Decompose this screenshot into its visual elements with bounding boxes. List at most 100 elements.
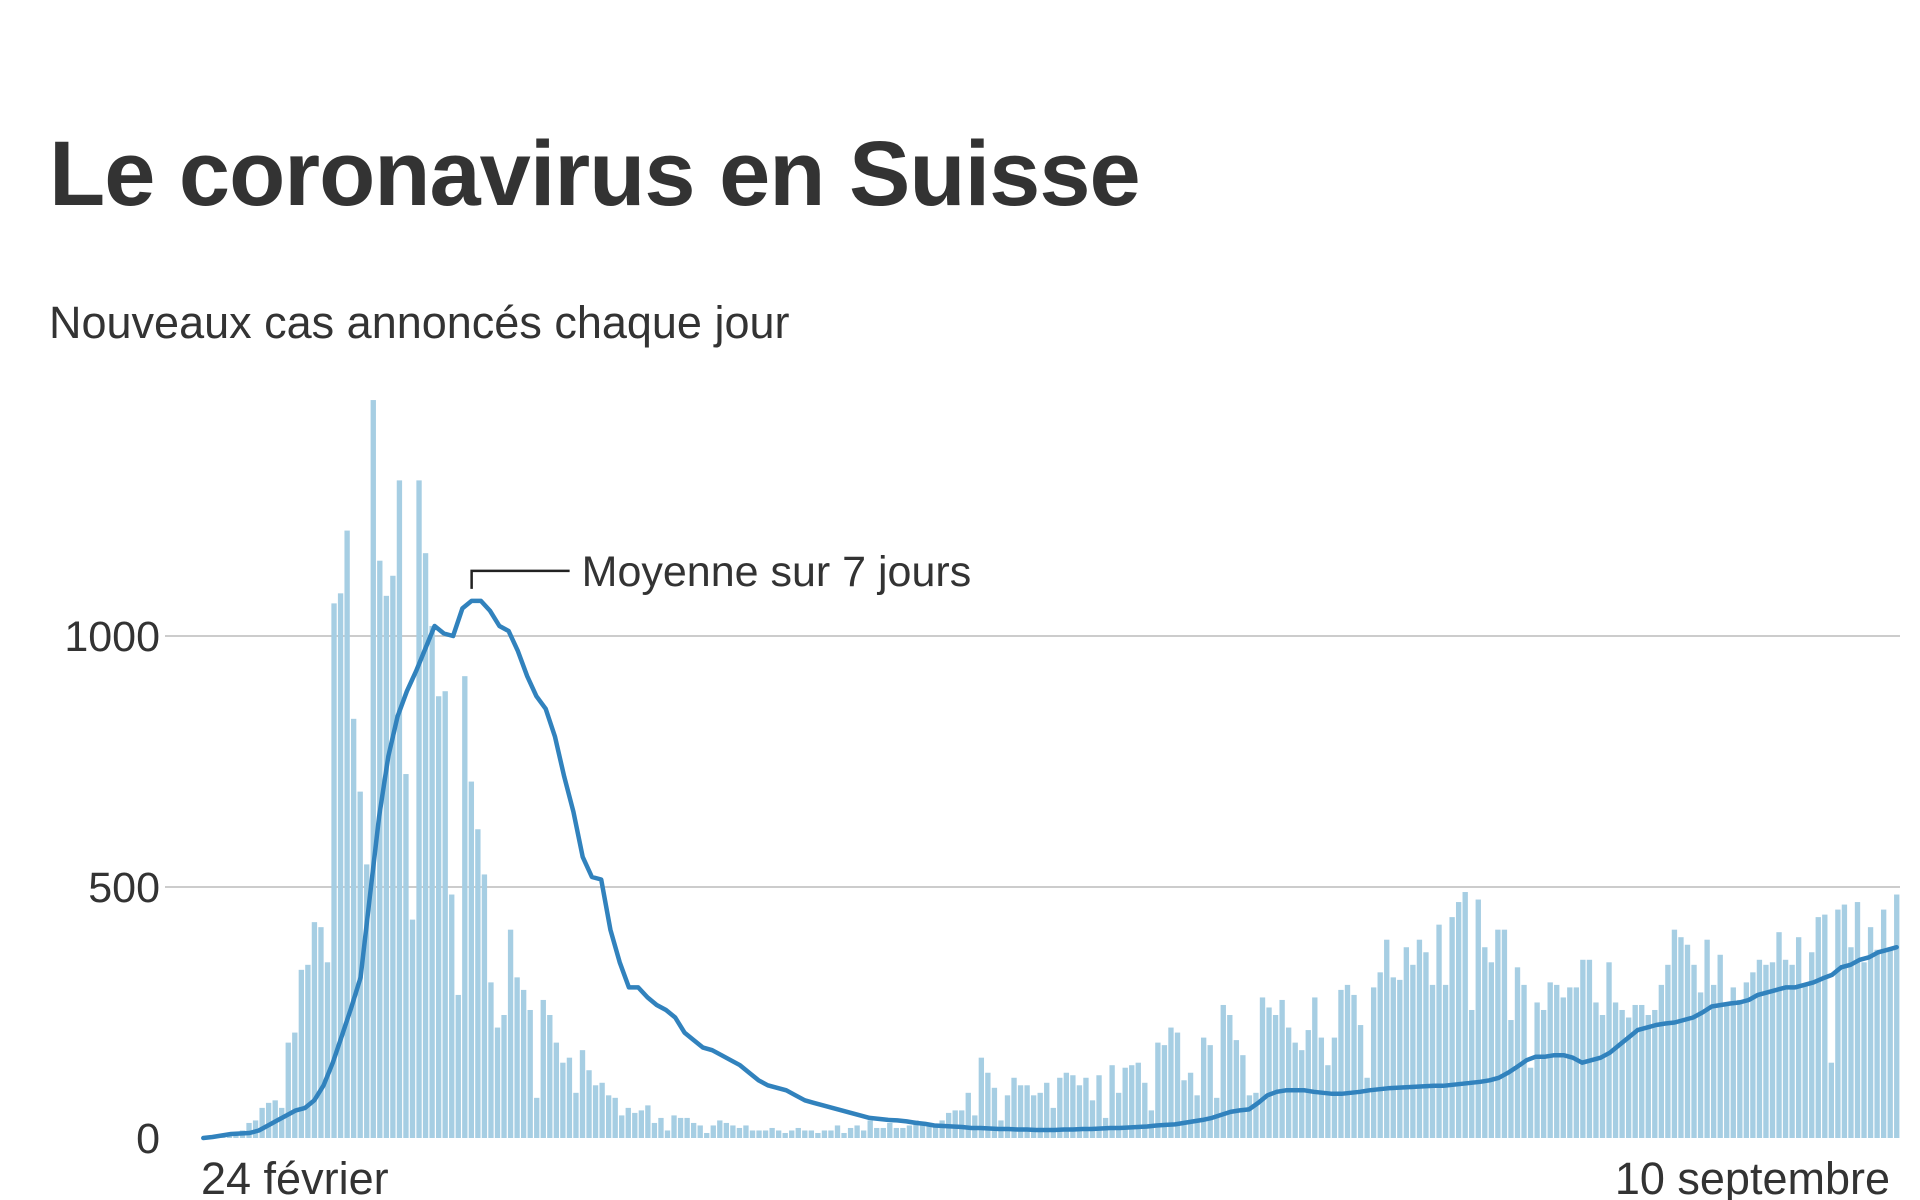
bar [736,1127,743,1138]
chart-title: Le coronavirus en Suisse [49,123,1141,225]
bar [364,864,370,1138]
bar [468,781,475,1138]
bar [841,1132,847,1138]
bar [645,1105,651,1138]
bar [1887,947,1893,1138]
bar [847,1127,854,1138]
bar [1285,1027,1292,1138]
bar [900,1127,906,1138]
bar [1305,1030,1311,1138]
bar [337,593,344,1138]
bar [1894,894,1900,1138]
bar [1554,984,1560,1138]
annotation-leader-line [470,569,570,589]
bar [1625,1017,1632,1138]
bar [1514,967,1521,1138]
bar [396,480,403,1138]
bar [860,1130,867,1138]
bar [821,1130,828,1138]
bar [619,1115,625,1138]
bar [409,919,416,1138]
y-tick-label-0: 0 [136,1115,160,1163]
bar [416,480,422,1138]
bar [789,1130,795,1138]
bar [298,969,305,1138]
bar [586,1070,592,1138]
moving-average-line-group [201,598,1899,1141]
bar [1560,997,1566,1138]
bar [1272,1015,1279,1138]
bar [762,1130,769,1138]
bar [1299,1050,1305,1138]
bar [324,962,331,1138]
bar [1710,984,1717,1138]
bar [697,1125,703,1138]
bar [592,1085,599,1138]
bar [1795,937,1802,1138]
bar [893,1127,900,1138]
bar [1547,982,1553,1138]
bar [1880,909,1887,1138]
bar [612,1097,618,1138]
axis-ticks: 0 500 1000 24 février 10 septembre [64,613,1890,1200]
bar [926,1122,932,1138]
bar [1848,947,1854,1138]
bar [285,1042,291,1138]
bar [403,774,409,1138]
x-tick-label-start: 24 février [201,1153,389,1200]
bar [534,1097,540,1138]
bar [1161,1045,1168,1138]
bar [311,922,318,1138]
bar [1423,952,1429,1138]
bar [1475,899,1481,1138]
bar [540,999,546,1138]
bar [828,1130,834,1138]
bar [658,1117,664,1138]
bar [1540,1009,1547,1138]
bar [1501,929,1508,1138]
bar [1724,1002,1730,1138]
bar [1488,962,1495,1138]
bar [1004,1095,1011,1138]
bar [1312,997,1318,1138]
bar [514,977,520,1138]
bar [605,1095,612,1138]
bar [1240,1055,1246,1138]
bar [520,989,527,1138]
bar [1351,994,1357,1138]
daily-cases-bars [207,400,1900,1138]
bar [913,1120,919,1138]
bar [939,1120,945,1138]
bar [1586,959,1593,1138]
bar [1684,944,1691,1138]
bar [874,1127,880,1138]
bar [1717,954,1723,1138]
bar [1194,1095,1200,1138]
bar [638,1110,645,1138]
bar [834,1125,841,1138]
bar [1187,1072,1194,1138]
bar [1809,952,1815,1138]
bar [1861,962,1867,1138]
bar [1266,1007,1272,1138]
bar [1037,1092,1043,1138]
bar [435,696,442,1138]
bar [1364,1077,1370,1138]
bar [671,1115,677,1138]
bar [292,1032,298,1138]
bar [1573,987,1580,1138]
bar [1109,1065,1115,1138]
bar [952,1110,958,1138]
bar [1678,937,1684,1138]
bar [553,1042,560,1138]
bar [1495,929,1501,1138]
bar [1129,1065,1135,1138]
bar [1325,1065,1331,1138]
bar [1070,1075,1076,1138]
bar [1815,917,1821,1138]
bar [1567,987,1573,1138]
bar [743,1125,749,1138]
bar [1867,927,1874,1138]
bar [1122,1067,1128,1138]
bar [449,894,455,1138]
